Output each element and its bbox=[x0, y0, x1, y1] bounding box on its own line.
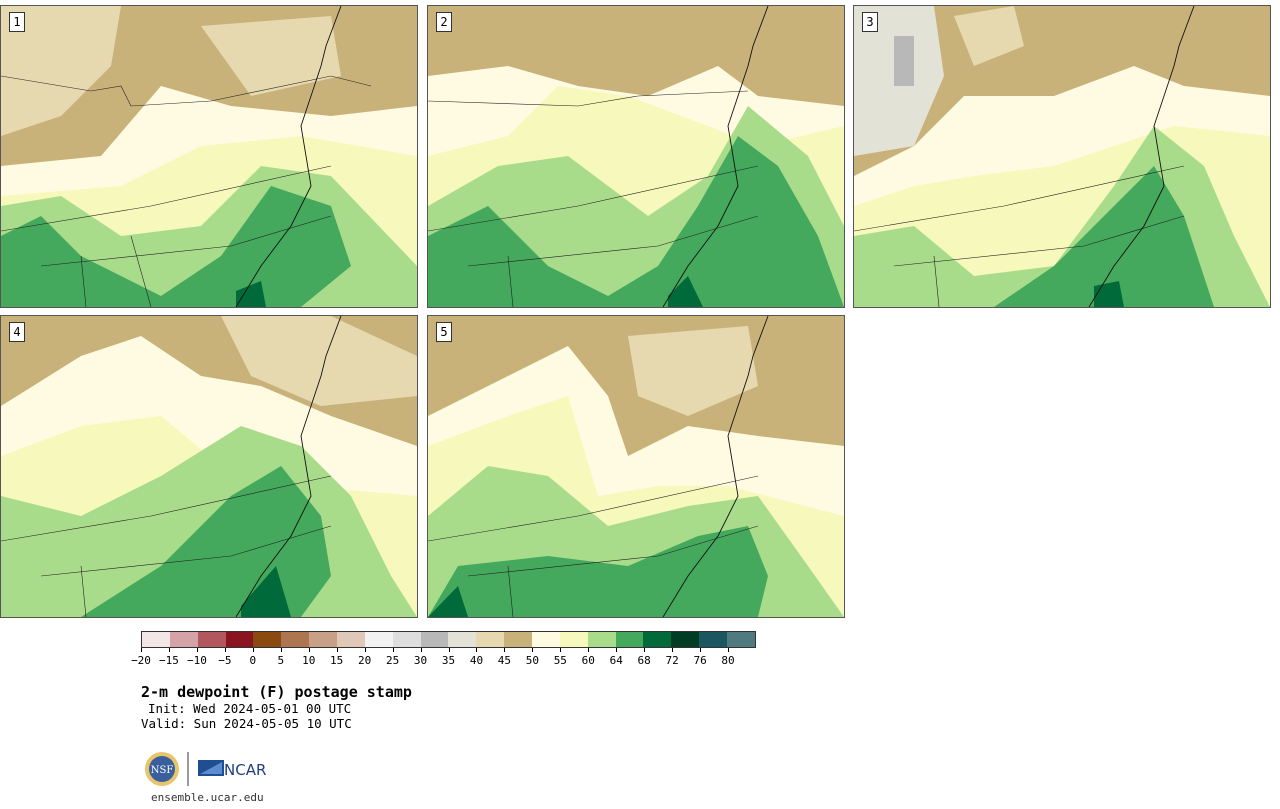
colorbar-tick bbox=[280, 648, 282, 652]
panel-number: 2 bbox=[436, 12, 452, 32]
colorbar-tick-label: 15 bbox=[330, 654, 344, 667]
colorbar-tick-label: 64 bbox=[609, 654, 623, 667]
colorbar-tick-label: 55 bbox=[553, 654, 567, 667]
colorbar-tick-label: 35 bbox=[441, 654, 456, 667]
colorbar-swatch bbox=[671, 632, 700, 647]
colorbar-tick-label: 25 bbox=[385, 654, 400, 667]
colorbar-swatch bbox=[615, 632, 644, 647]
colorbar-tick bbox=[616, 648, 618, 652]
colorbar-tick bbox=[336, 648, 338, 652]
dewpoint-map-2 bbox=[428, 6, 844, 307]
colorbar-swatch bbox=[281, 632, 310, 647]
ncar-logo-text: NCAR bbox=[224, 761, 266, 779]
colorbar-swatch bbox=[309, 632, 338, 647]
colorbar-swatch bbox=[699, 632, 728, 647]
footer-url: ensemble.ucar.edu bbox=[151, 791, 264, 804]
colorbar-tick-label: −5 bbox=[218, 654, 232, 667]
colorbar-swatch bbox=[532, 632, 560, 647]
colorbar-swatch bbox=[253, 632, 282, 647]
map-panel-2: 2 bbox=[427, 5, 845, 308]
colorbar-tick bbox=[476, 648, 478, 652]
init-time: Init: Wed 2024-05-01 00 UTC bbox=[148, 701, 352, 716]
colorbar-tick-label: 20 bbox=[358, 654, 372, 667]
chart-title: 2-m dewpoint (F) postage stamp bbox=[141, 683, 412, 701]
colorbar-tick bbox=[504, 648, 506, 652]
colorbar-tick-label: 68 bbox=[637, 654, 651, 667]
colorbar-tick-label: 0 bbox=[249, 654, 257, 667]
ncar-logo: NCAR bbox=[198, 760, 266, 779]
colorbar-swatch bbox=[643, 632, 672, 647]
nsf-logo-text: NSF bbox=[151, 765, 174, 776]
colorbar-tick-label: 5 bbox=[277, 654, 285, 667]
colorbar-tick-label: 30 bbox=[413, 654, 428, 667]
colorbar-swatch bbox=[559, 632, 588, 647]
panel-number: 1 bbox=[9, 12, 25, 32]
colorbar-swatch bbox=[448, 632, 477, 647]
map-panel-3: 3 bbox=[853, 5, 1271, 308]
colorbar-swatch bbox=[476, 632, 505, 647]
colorbar-swatch bbox=[364, 632, 393, 647]
colorbar-tick-label: 40 bbox=[469, 654, 484, 667]
colorbar-swatch bbox=[197, 632, 226, 647]
colorbar-tick-label: 60 bbox=[581, 654, 595, 667]
colorbar-tick-label: 45 bbox=[497, 654, 512, 667]
colorbar-tick bbox=[448, 648, 450, 652]
colorbar-tick bbox=[196, 648, 198, 652]
colorbar-tick bbox=[588, 648, 590, 652]
colorbar-tick-label: 72 bbox=[665, 654, 679, 667]
colorbar-swatch bbox=[169, 632, 198, 647]
colorbar-tick-label: 80 bbox=[721, 654, 735, 667]
colorbar-tick bbox=[308, 648, 310, 652]
colorbar-tick-label: −15 bbox=[159, 654, 179, 667]
map-panel-4: 4 bbox=[0, 315, 418, 618]
colorbar-swatch bbox=[142, 632, 170, 647]
colorbar-swatch bbox=[337, 632, 365, 647]
colorbar-tick bbox=[392, 648, 394, 652]
colorbar-swatch bbox=[392, 632, 421, 647]
valid-time: Valid: Sun 2024-05-05 10 UTC bbox=[141, 716, 352, 731]
colorbar-tick bbox=[224, 648, 226, 652]
dewpoint-map-4 bbox=[1, 316, 417, 617]
colorbar-tick-label: −20 bbox=[131, 654, 151, 667]
dewpoint-colorbar bbox=[141, 631, 756, 648]
colorbar-swatch bbox=[727, 632, 755, 647]
colorbar-tick bbox=[168, 648, 170, 652]
dewpoint-map-5 bbox=[428, 316, 844, 617]
colorbar-tick bbox=[420, 648, 422, 652]
colorbar-tick bbox=[364, 648, 366, 652]
colorbar-tick bbox=[644, 648, 646, 652]
colorbar-swatch bbox=[504, 632, 533, 647]
colorbar-tick bbox=[141, 648, 142, 652]
panel-number: 4 bbox=[9, 322, 25, 342]
colorbar-tick-label: −10 bbox=[186, 654, 207, 667]
colorbar-tick-label: 50 bbox=[525, 654, 539, 667]
colorbar-tick bbox=[700, 648, 702, 652]
map-panel-5: 5 bbox=[427, 315, 845, 618]
dewpoint-map-3 bbox=[854, 6, 1270, 307]
panel-number: 3 bbox=[862, 12, 878, 32]
colorbar-tick bbox=[560, 648, 562, 652]
panel-number: 5 bbox=[436, 322, 452, 342]
map-panel-1: 1 bbox=[0, 5, 418, 308]
logos: NSF NCAR bbox=[144, 750, 274, 788]
colorbar-tick bbox=[728, 648, 730, 652]
dewpoint-map-1 bbox=[1, 6, 417, 307]
colorbar-tick bbox=[532, 648, 534, 652]
colorbar-swatch bbox=[225, 632, 254, 647]
colorbar-ticks: −20 −15 −10 −5 0 5 10 15 20 25 30 35 40 45 50 55 60 64 68 7… bbox=[131, 648, 756, 668]
nsf-logo: NSF bbox=[145, 752, 179, 786]
colorbar-tick-label: 10 bbox=[302, 654, 316, 667]
colorbar-tick-label: 76 bbox=[693, 654, 707, 667]
colorbar-swatch bbox=[587, 632, 616, 647]
colorbar-tick bbox=[252, 648, 254, 652]
colorbar-tick bbox=[672, 648, 674, 652]
colorbar-swatch bbox=[420, 632, 449, 647]
